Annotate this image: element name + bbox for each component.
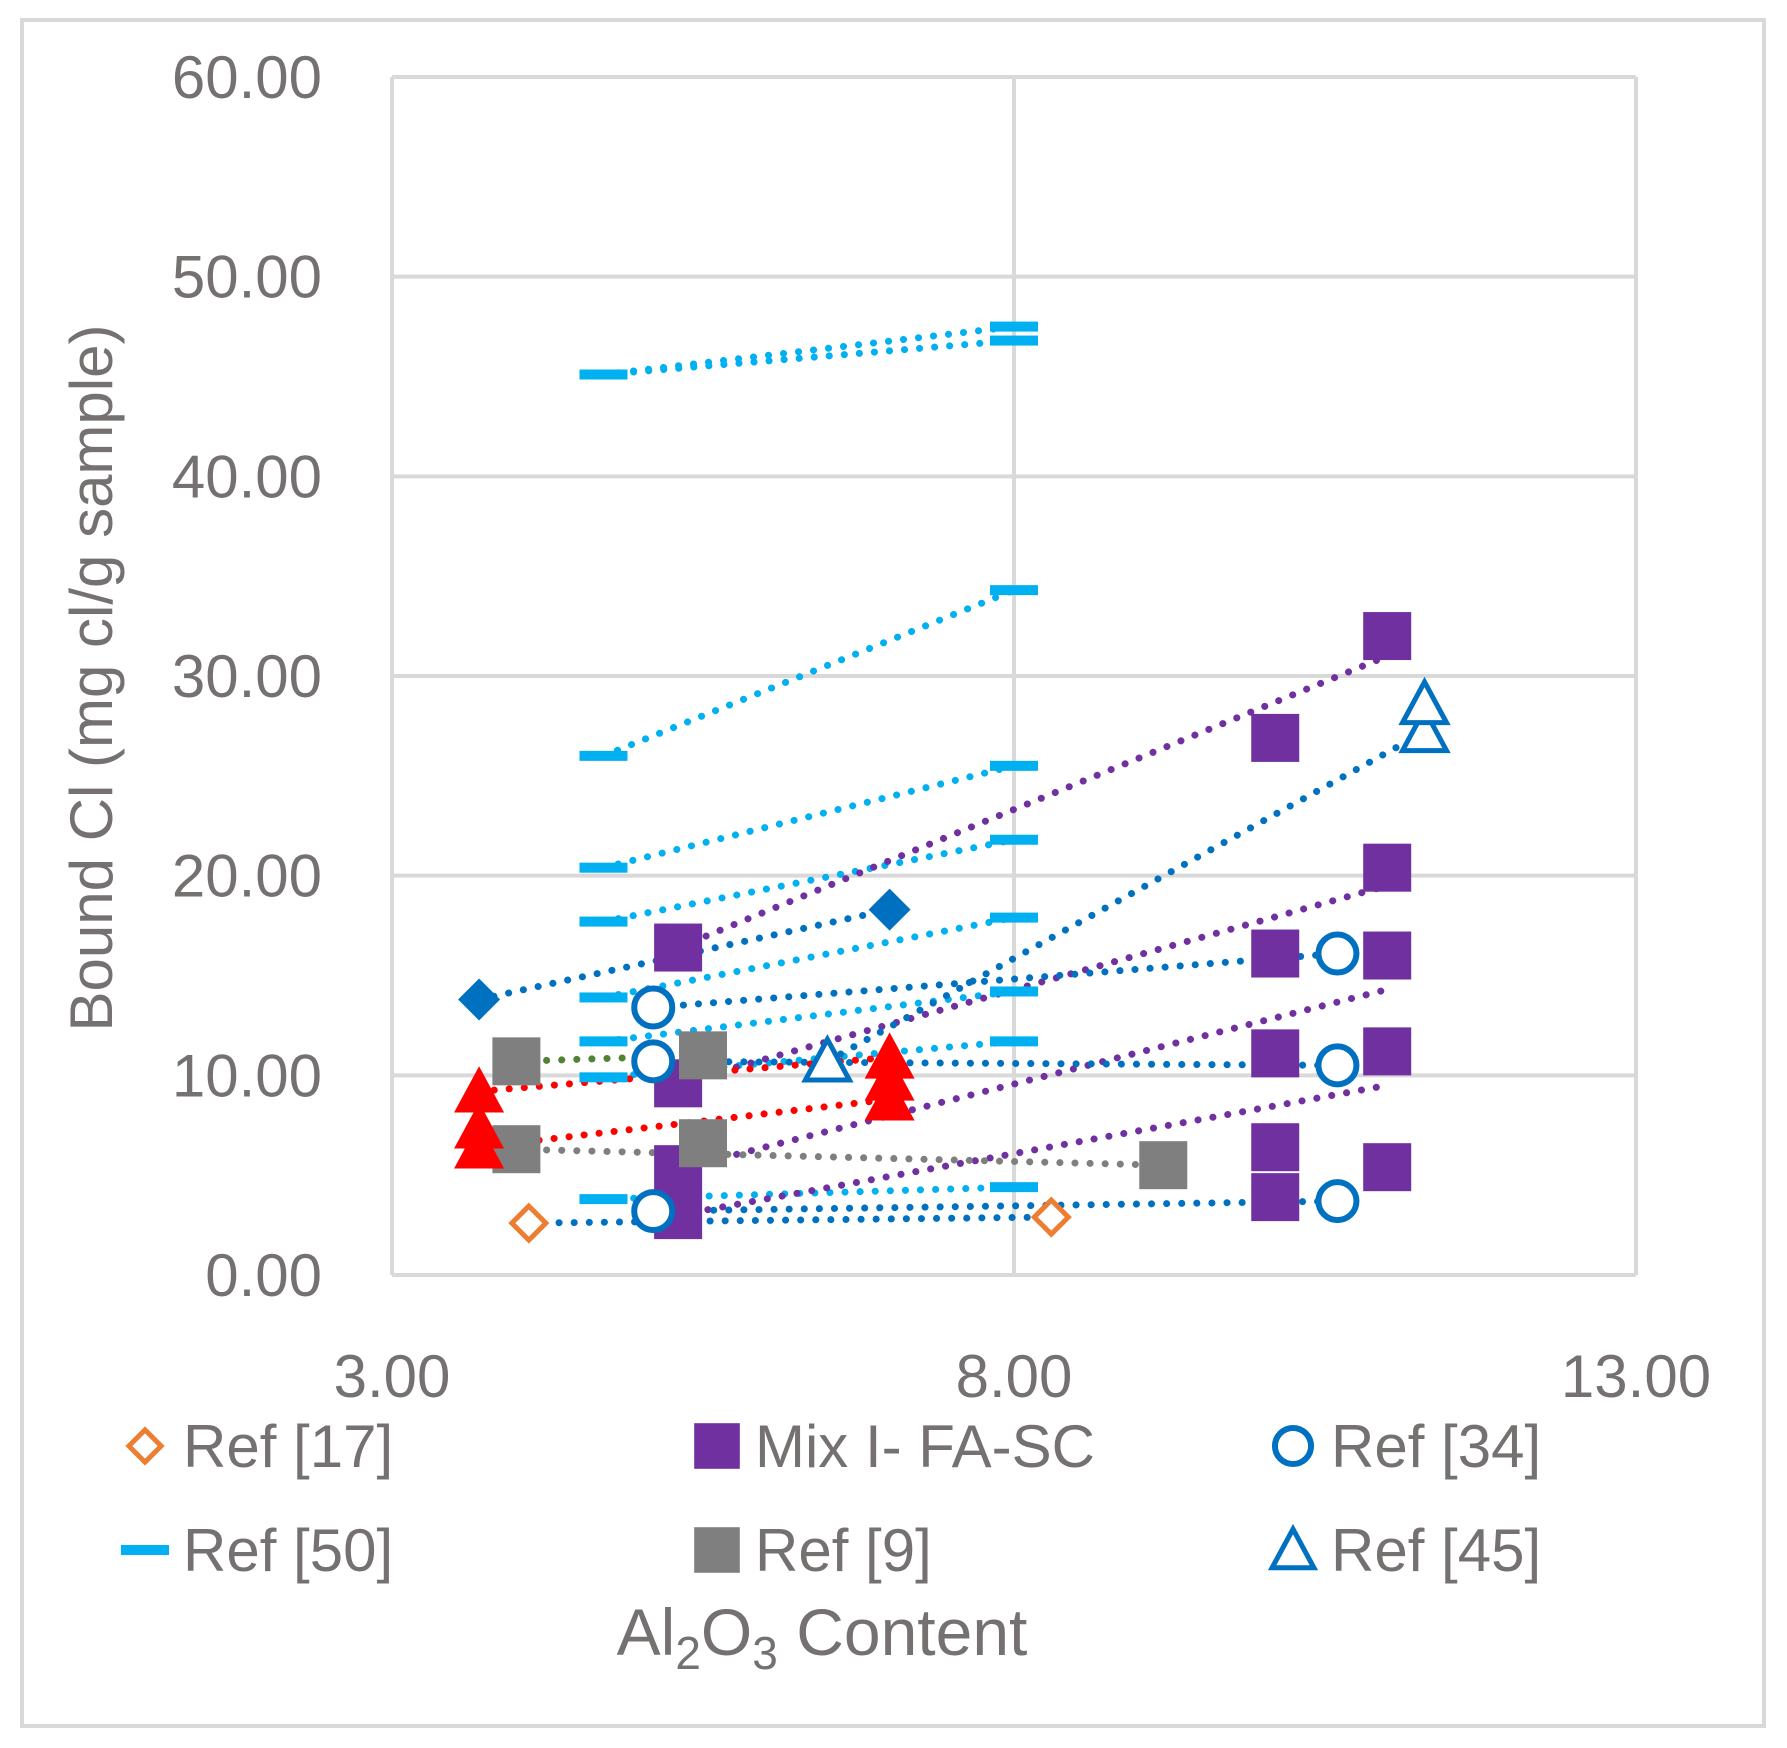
data-point xyxy=(579,1194,628,1205)
trendline xyxy=(475,1095,894,1151)
data-point xyxy=(492,1037,541,1086)
trendline xyxy=(599,914,1018,1001)
data-point xyxy=(990,986,1038,997)
x-tick-label: 8.00 xyxy=(956,1343,1073,1410)
data-point xyxy=(990,321,1038,332)
trendline xyxy=(525,1213,1055,1227)
data-point xyxy=(1139,1141,1188,1190)
data-point xyxy=(631,1039,676,1084)
data-point xyxy=(579,992,628,1003)
legend-label: Ref [17] xyxy=(183,1413,393,1480)
data-point xyxy=(1363,612,1412,661)
data-point xyxy=(454,1066,505,1113)
y-tick-label: 60.00 xyxy=(172,44,322,111)
y-tick-label: 10.00 xyxy=(172,1042,322,1109)
legend-marker xyxy=(694,1527,740,1573)
data-point xyxy=(868,888,911,931)
data-point xyxy=(508,1202,550,1244)
legend-marker xyxy=(694,1423,740,1469)
trendline xyxy=(599,987,1018,1045)
data-point xyxy=(458,978,501,1021)
x-axis-label-part: O xyxy=(701,1595,752,1669)
data-point xyxy=(579,916,628,927)
data-point xyxy=(990,1182,1038,1193)
data-point xyxy=(631,1189,676,1234)
data-point xyxy=(579,862,628,873)
data-point xyxy=(1363,1027,1412,1076)
legend: Ref [17] Mix I- FA-SC Ref [34] Ref [50] Ref … xyxy=(121,1413,1541,1584)
data-point xyxy=(990,834,1038,845)
y-axis-label: Bound Cl (mg cl/g sample) xyxy=(58,325,125,1032)
data-point xyxy=(1398,676,1451,726)
x-tick-label: 13.00 xyxy=(1561,1343,1711,1410)
legend-marker xyxy=(121,1545,169,1555)
data-markers xyxy=(454,321,1451,1244)
data-point xyxy=(1251,713,1300,762)
x-axis-label-part: Al xyxy=(617,1595,676,1669)
data-point xyxy=(679,1119,727,1168)
trendline xyxy=(599,323,1018,379)
data-point xyxy=(579,750,628,761)
x-axis-label-subscript: 2 xyxy=(675,1627,701,1679)
data-point xyxy=(679,1031,727,1080)
trendline xyxy=(649,950,1341,1011)
data-point xyxy=(1363,1143,1412,1192)
data-point xyxy=(801,1034,854,1083)
legend-label: Mix I- FA-SC xyxy=(755,1413,1095,1480)
data-point xyxy=(1030,1196,1072,1238)
data-point xyxy=(990,912,1038,923)
trendline xyxy=(599,836,1018,926)
trendline xyxy=(512,1051,707,1065)
data-point xyxy=(990,1036,1038,1047)
legend-label: Ref [45] xyxy=(1331,1517,1541,1584)
data-point xyxy=(1315,1179,1360,1224)
data-point xyxy=(990,335,1038,346)
data-point xyxy=(579,1072,628,1083)
tick-labels: 0.00 10.00 20.00 30.00 40.00 50.00 60.00 3.00 8.… xyxy=(172,44,1711,1410)
y-tick-label: 20.00 xyxy=(172,843,322,910)
data-point xyxy=(454,1102,505,1149)
x-axis-label: Al2O3 Content xyxy=(617,1595,1028,1679)
data-point xyxy=(1251,1123,1300,1172)
y-tick-label: 40.00 xyxy=(172,443,322,510)
trendline xyxy=(599,586,1018,760)
data-point xyxy=(1251,1029,1300,1078)
data-point xyxy=(579,369,628,380)
data-point xyxy=(1315,931,1360,976)
data-point xyxy=(864,1032,915,1079)
legend-label: Ref [9] xyxy=(755,1517,932,1584)
legend-marker xyxy=(1267,1523,1319,1571)
data-point xyxy=(1398,704,1451,754)
y-tick-label: 0.00 xyxy=(205,1242,322,1309)
data-point xyxy=(631,985,676,1030)
trendline xyxy=(674,882,1391,1087)
data-point xyxy=(1251,1173,1300,1222)
trendlines xyxy=(475,323,1429,1227)
x-axis-label-part: Content xyxy=(778,1595,1028,1669)
y-tick-label: 50.00 xyxy=(172,244,322,311)
trendline xyxy=(674,1081,1391,1219)
trendline xyxy=(599,762,1018,872)
chart-frame xyxy=(20,18,1766,1728)
trendline xyxy=(512,1145,1167,1169)
trendline xyxy=(674,985,1391,1173)
data-point xyxy=(1251,929,1300,978)
data-point xyxy=(579,1036,628,1047)
legend-marker xyxy=(125,1426,165,1466)
x-tick-label: 3.00 xyxy=(334,1343,451,1410)
legend-label: Ref [50] xyxy=(183,1517,393,1584)
data-point xyxy=(990,760,1038,771)
legend-label: Ref [34] xyxy=(1331,1413,1541,1480)
legend-marker xyxy=(1271,1424,1315,1468)
data-point xyxy=(654,923,703,972)
data-point xyxy=(990,585,1038,596)
x-axis-label-subscript: 3 xyxy=(752,1627,778,1679)
data-point xyxy=(1315,1043,1360,1088)
data-point xyxy=(1363,931,1412,980)
y-tick-label: 30.00 xyxy=(172,643,322,710)
data-point xyxy=(1363,843,1412,892)
